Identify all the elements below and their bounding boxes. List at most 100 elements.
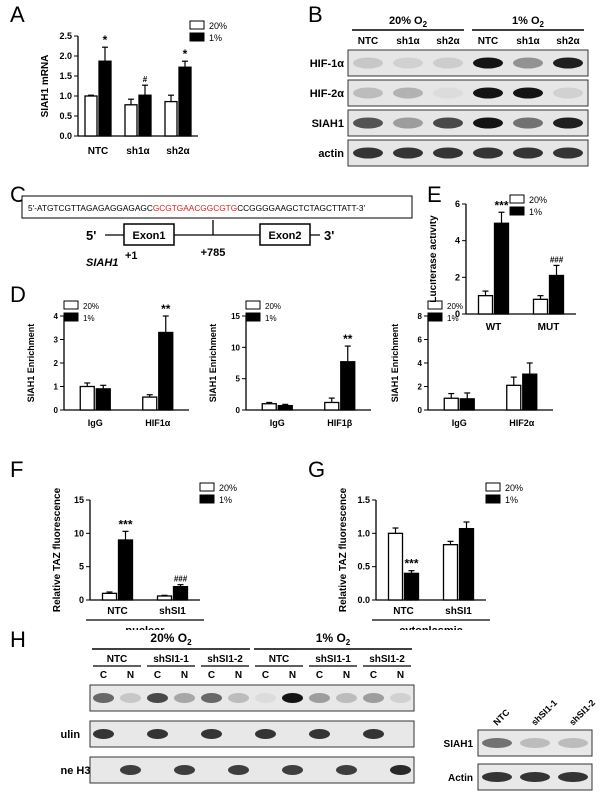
legend-label: 20% — [505, 483, 523, 493]
fraction-label: C — [100, 670, 107, 681]
blot-band — [363, 729, 384, 739]
y-tick-label: 0.0 — [357, 595, 370, 605]
blot-row-label: HIF-2α — [310, 88, 345, 100]
fraction-label: N — [127, 670, 134, 681]
legend-label: 20% — [83, 302, 99, 311]
plus1-label: +1 — [125, 250, 138, 262]
panel-label-b: B — [308, 2, 323, 27]
exon2-box — [259, 223, 311, 246]
lane-label: sh1α — [516, 36, 540, 47]
exon1-box — [123, 223, 175, 246]
blot-band — [147, 729, 168, 739]
bar — [156, 595, 173, 601]
bar — [442, 544, 459, 601]
blot-row-label: SIAH1 — [444, 739, 474, 750]
chart-f-nuclear-taz: 0 5 10 15 Relative TAZ fluorescence NTC *** shS… — [52, 482, 237, 630]
category-label: NTC — [393, 606, 414, 617]
blot-band — [255, 729, 276, 739]
legend-label: 1% — [265, 314, 277, 323]
blot-band — [120, 693, 141, 703]
panel-label-d: D — [10, 282, 26, 307]
blot-strip — [89, 720, 415, 748]
y-tick-label: 4 — [54, 312, 59, 321]
blot-band — [482, 738, 512, 748]
lane-label: NTC — [478, 36, 499, 47]
y-tick-label: 2.0 — [59, 51, 72, 61]
bar — [477, 295, 494, 315]
y-tick-label: 3 — [54, 336, 59, 345]
legend-swatch — [485, 494, 501, 504]
group-label: shSI1-2 — [369, 654, 405, 665]
blot-band — [393, 147, 423, 159]
legend-label: 1% — [447, 314, 459, 323]
blot-band — [390, 765, 411, 775]
legend-label: 20% — [447, 302, 463, 311]
promoter-sequence: 5'-ATGTCGTTAGAGAGGAGAGCGCGTGAACGGCGTGCCG… — [28, 203, 365, 213]
significance-marker: *** — [118, 517, 132, 531]
chart-e-luciferase: 0 2 4 6 Luciferase activity WT *** MUT ### 20% 1% — [430, 194, 576, 333]
blot-band — [553, 117, 583, 129]
bar — [84, 95, 98, 137]
category-label: sh1α — [126, 146, 150, 157]
category-label: MUT — [538, 322, 560, 333]
category-label: HIF2α — [509, 418, 535, 428]
o2-subscript: 2 — [346, 638, 351, 647]
blot-band — [353, 147, 383, 159]
y-axis-label: Luciferase activity — [430, 215, 439, 303]
blot-band — [520, 738, 550, 748]
blot-band — [228, 693, 249, 703]
legend-label: 1% — [505, 495, 518, 505]
y-tick-label: 6 — [455, 199, 460, 209]
blot-row-label: α-tubulin — [60, 729, 80, 741]
y-tick-label: 2 — [455, 272, 460, 282]
legend-label: 20% — [209, 21, 227, 31]
y-tick-label: 5 — [79, 562, 84, 572]
bar — [124, 104, 138, 137]
category-label: sh2α — [166, 146, 190, 157]
bar — [522, 373, 538, 411]
blot-strip — [347, 79, 589, 107]
lane-label: sh2α — [436, 36, 460, 47]
bar — [458, 528, 475, 601]
blot-band — [558, 738, 588, 748]
category-label: WT — [486, 322, 502, 333]
condition-header: 20% O2 — [389, 15, 428, 29]
y-axis-label: SIAH1 mRNA — [40, 55, 51, 118]
condition-header: 1% O2 — [512, 15, 545, 29]
lane-label: shSI1-1 — [529, 698, 559, 728]
legend-label: 20% — [529, 195, 547, 205]
blot-band — [353, 87, 383, 99]
bar — [324, 401, 340, 411]
significance-marker: *** — [494, 198, 508, 212]
lane-label: sh2α — [556, 36, 580, 47]
y-tick-label: 15 — [231, 312, 240, 321]
y-tick-label: 10 — [231, 343, 240, 352]
category-label: HIF1α — [145, 418, 171, 428]
blot-band — [482, 772, 512, 782]
significance-marker: ### — [174, 575, 188, 584]
five-prime-label: 5' — [86, 228, 96, 243]
position-785-label: +785 — [201, 247, 226, 259]
legend-swatch — [245, 312, 261, 322]
legend-label: 1% — [529, 207, 542, 217]
legend-swatch — [189, 32, 205, 42]
legend-swatch — [427, 300, 443, 310]
exon1-label: Exon1 — [132, 230, 165, 242]
significance-marker: * — [183, 47, 188, 61]
legend-swatch — [509, 206, 525, 216]
blot-band — [513, 57, 543, 69]
y-axis-label: SIAH1 Enrichment — [208, 324, 218, 403]
o2-subscript: 2 — [540, 20, 545, 29]
y-tick-label: 15 — [74, 495, 84, 505]
o2-subscript: 2 — [187, 638, 192, 647]
legend-swatch — [63, 312, 79, 322]
group-label: NTC — [107, 654, 128, 665]
y-tick-label: 5 — [236, 375, 241, 384]
bar — [98, 60, 112, 137]
y-tick-label: 4 — [418, 359, 423, 368]
y-tick-label: 0.5 — [357, 562, 370, 572]
chart-d-hif1b-enrichment: 0 5 10 15 SIAH1 Enrichment IgG HIF1β ** 20% 1% — [208, 300, 371, 428]
blot-band — [93, 693, 114, 703]
legend-label: 1% — [209, 33, 222, 43]
blot-band — [473, 147, 503, 159]
